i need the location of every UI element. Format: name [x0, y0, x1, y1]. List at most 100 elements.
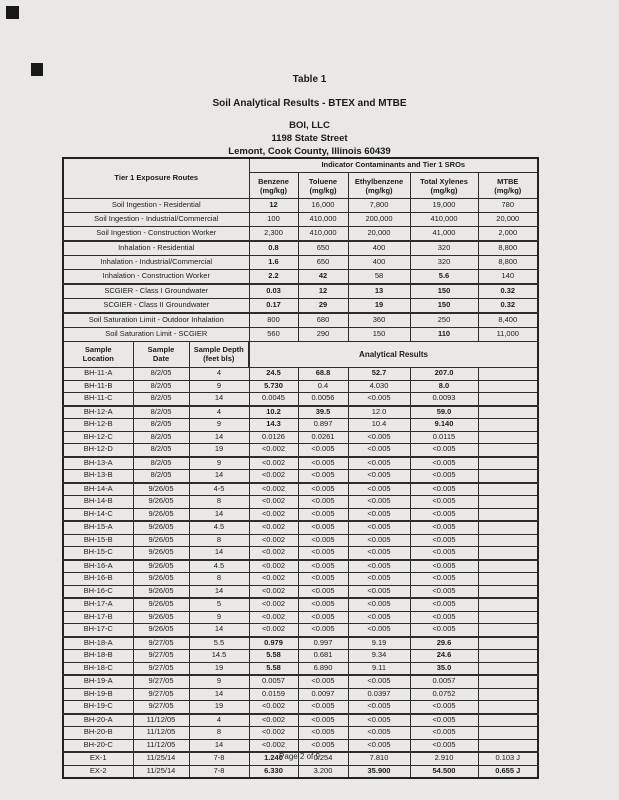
sample-date-cell: 8/2/05	[132, 443, 190, 458]
sample-row: BH-11-A 8/2/05 4 24.5 68.8 52.7 207.0	[62, 367, 539, 381]
result-value-cell: <0.005	[347, 610, 411, 624]
result-value-cell: 6.890	[297, 661, 349, 676]
result-value-cell: 10.2	[248, 405, 299, 419]
tier-value-cell: 100	[248, 212, 299, 227]
result-value-cell: <0.005	[297, 584, 349, 599]
analyte-name: Toluene	[308, 176, 338, 186]
sample-depth-cell: 19	[188, 443, 250, 458]
result-value-cell: 0.681	[297, 649, 349, 663]
result-value-cell: <0.005	[409, 610, 479, 624]
result-value-cell: 39.5	[297, 405, 349, 419]
tier-row: Inhalation - Industrial/Commercial 1.6 650…	[62, 255, 539, 270]
result-value-cell: <0.005	[409, 443, 479, 458]
sample-date-cell: 9/26/05	[132, 623, 190, 638]
sample-row: BH-20-C 11/12/05 14 <0.002 <0.005 <0.005 <0.00…	[62, 738, 539, 753]
scan-artifact	[6, 6, 19, 19]
result-value-cell: 8.0	[409, 379, 479, 393]
result-value-cell: <0.005	[409, 546, 479, 561]
sample-depth-cell: 14.5	[188, 649, 250, 663]
sample-date-cell: 9/27/05	[132, 649, 190, 663]
city-line: Lemont, Cook County, Illinois 60439	[228, 146, 391, 157]
sample-location-cell: BH-13-A	[62, 456, 134, 470]
result-value-cell: 0.979	[248, 636, 299, 650]
tier-value-cell: 11,000	[477, 327, 539, 342]
result-value-cell: 0.0397	[347, 687, 411, 701]
sample-depth-cell: 19	[188, 700, 250, 715]
sample-row: BH-16-A 9/26/05 4.5 <0.002 <0.005 <0.005 <0.00…	[62, 559, 539, 573]
result-value-cell: 0.897	[297, 418, 349, 432]
result-value-cell	[477, 687, 539, 701]
sample-date-cell: 9/26/05	[132, 597, 190, 612]
sample-row: BH-14-C 9/26/05 14 <0.002 <0.005 <0.005 <0.005	[62, 507, 539, 522]
sample-date-cell: 9/27/05	[132, 687, 190, 701]
sample-date-cell: 8/2/05	[132, 456, 190, 470]
sample-location-cell: BH-20-A	[62, 713, 134, 727]
result-value-cell: 0.0056	[297, 392, 349, 407]
result-value-cell: <0.002	[248, 482, 299, 496]
analytical-results-header: Analytical Results	[248, 341, 539, 368]
tier-value-cell: 8,800	[477, 255, 539, 270]
result-value-cell: <0.005	[409, 456, 479, 470]
result-value-cell: <0.005	[409, 700, 479, 715]
tier-value-cell: 19,000	[409, 198, 479, 213]
tier-value-cell: 290	[297, 327, 349, 342]
result-value-cell	[477, 430, 539, 444]
sample-row: BH-18-B 9/27/05 14.5 5.58 0.681 9.34 24.6	[62, 649, 539, 663]
result-value-cell: <0.005	[347, 495, 411, 509]
tier-value-cell: 20,000	[477, 212, 539, 227]
result-value-cell	[477, 443, 539, 458]
sample-depth-cell: 4.5	[188, 520, 250, 535]
sample-depth-cell: 9	[188, 418, 250, 432]
result-value-cell: <0.002	[248, 559, 299, 573]
result-value-cell: <0.002	[248, 738, 299, 753]
result-value-cell: 24.6	[409, 649, 479, 663]
result-value-cell	[477, 379, 539, 393]
tier-value-cell: 250	[409, 312, 479, 328]
result-value-cell: 14.3	[248, 418, 299, 432]
result-value-cell: <0.005	[347, 713, 411, 727]
result-value-cell: <0.005	[297, 713, 349, 727]
sample-depth-cell: 4-5	[188, 482, 250, 496]
sample-location-cell: BH-15-C	[62, 546, 134, 561]
tier-value-cell: 8,800	[477, 240, 539, 256]
tier-value-cell: 320	[409, 240, 479, 256]
result-value-cell: <0.005	[297, 726, 349, 740]
result-value-cell	[477, 674, 539, 689]
result-value-cell: 54.500	[409, 764, 479, 779]
sample-row: BH-20-A 11/12/05 4 <0.002 <0.005 <0.005 <0.005	[62, 713, 539, 727]
result-value-cell	[477, 700, 539, 715]
tier-value-cell: 29	[297, 298, 349, 314]
result-value-cell	[477, 507, 539, 522]
result-value-cell	[477, 623, 539, 638]
sample-date-cell: 9/26/05	[132, 559, 190, 573]
tier-row-label: Inhalation - Industrial/Commercial	[62, 255, 250, 270]
result-value-cell: <0.005	[297, 610, 349, 624]
result-value-cell: <0.005	[297, 495, 349, 509]
result-value-cell: 68.8	[297, 367, 349, 381]
result-value-cell: <0.005	[297, 456, 349, 470]
tier-value-cell: 58	[347, 269, 411, 285]
result-value-cell: <0.005	[409, 469, 479, 484]
tier-row: SCGIER - Class I Groundwater 0.03 12 13 150 0…	[62, 283, 539, 299]
sample-row: BH-18-C 9/27/05 19 5.58 6.890 9.11 35.0	[62, 661, 539, 676]
tier-value-cell: 400	[347, 255, 411, 270]
sample-depth-cell: 19	[188, 661, 250, 676]
result-value-cell: 35.0	[409, 661, 479, 676]
result-value-cell	[477, 572, 539, 586]
sample-row: BH-17-A 9/26/05 5 <0.002 <0.005 <0.005 <0.005	[62, 597, 539, 612]
tier-value-cell: 41,000	[409, 226, 479, 242]
result-value-cell	[477, 726, 539, 740]
sample-row: BH-16-C 9/26/05 14 <0.002 <0.005 <0.005 <0.005	[62, 584, 539, 599]
result-value-cell: <0.005	[347, 469, 411, 484]
sample-row: BH-15-B 9/26/05 8 <0.002 <0.005 <0.005 <0.005	[62, 533, 539, 547]
sample-depth-cell: 4	[188, 713, 250, 727]
result-value-cell: <0.005	[297, 520, 349, 535]
result-value-cell: 0.0261	[297, 430, 349, 444]
sample-row: BH-14-A 9/26/05 4-5 <0.002 <0.005 <0.005 <0.00…	[62, 482, 539, 496]
result-value-cell	[477, 405, 539, 419]
result-value-cell: 0.0097	[297, 687, 349, 701]
result-value-cell: <0.005	[409, 597, 479, 612]
tier-row-label: Inhalation - Construction Worker	[62, 269, 250, 285]
analyte-unit: (mg/kg)	[494, 185, 522, 195]
sample-row: BH-18-A 9/27/05 5.5 0.979 0.997 9.19 29.6	[62, 636, 539, 650]
